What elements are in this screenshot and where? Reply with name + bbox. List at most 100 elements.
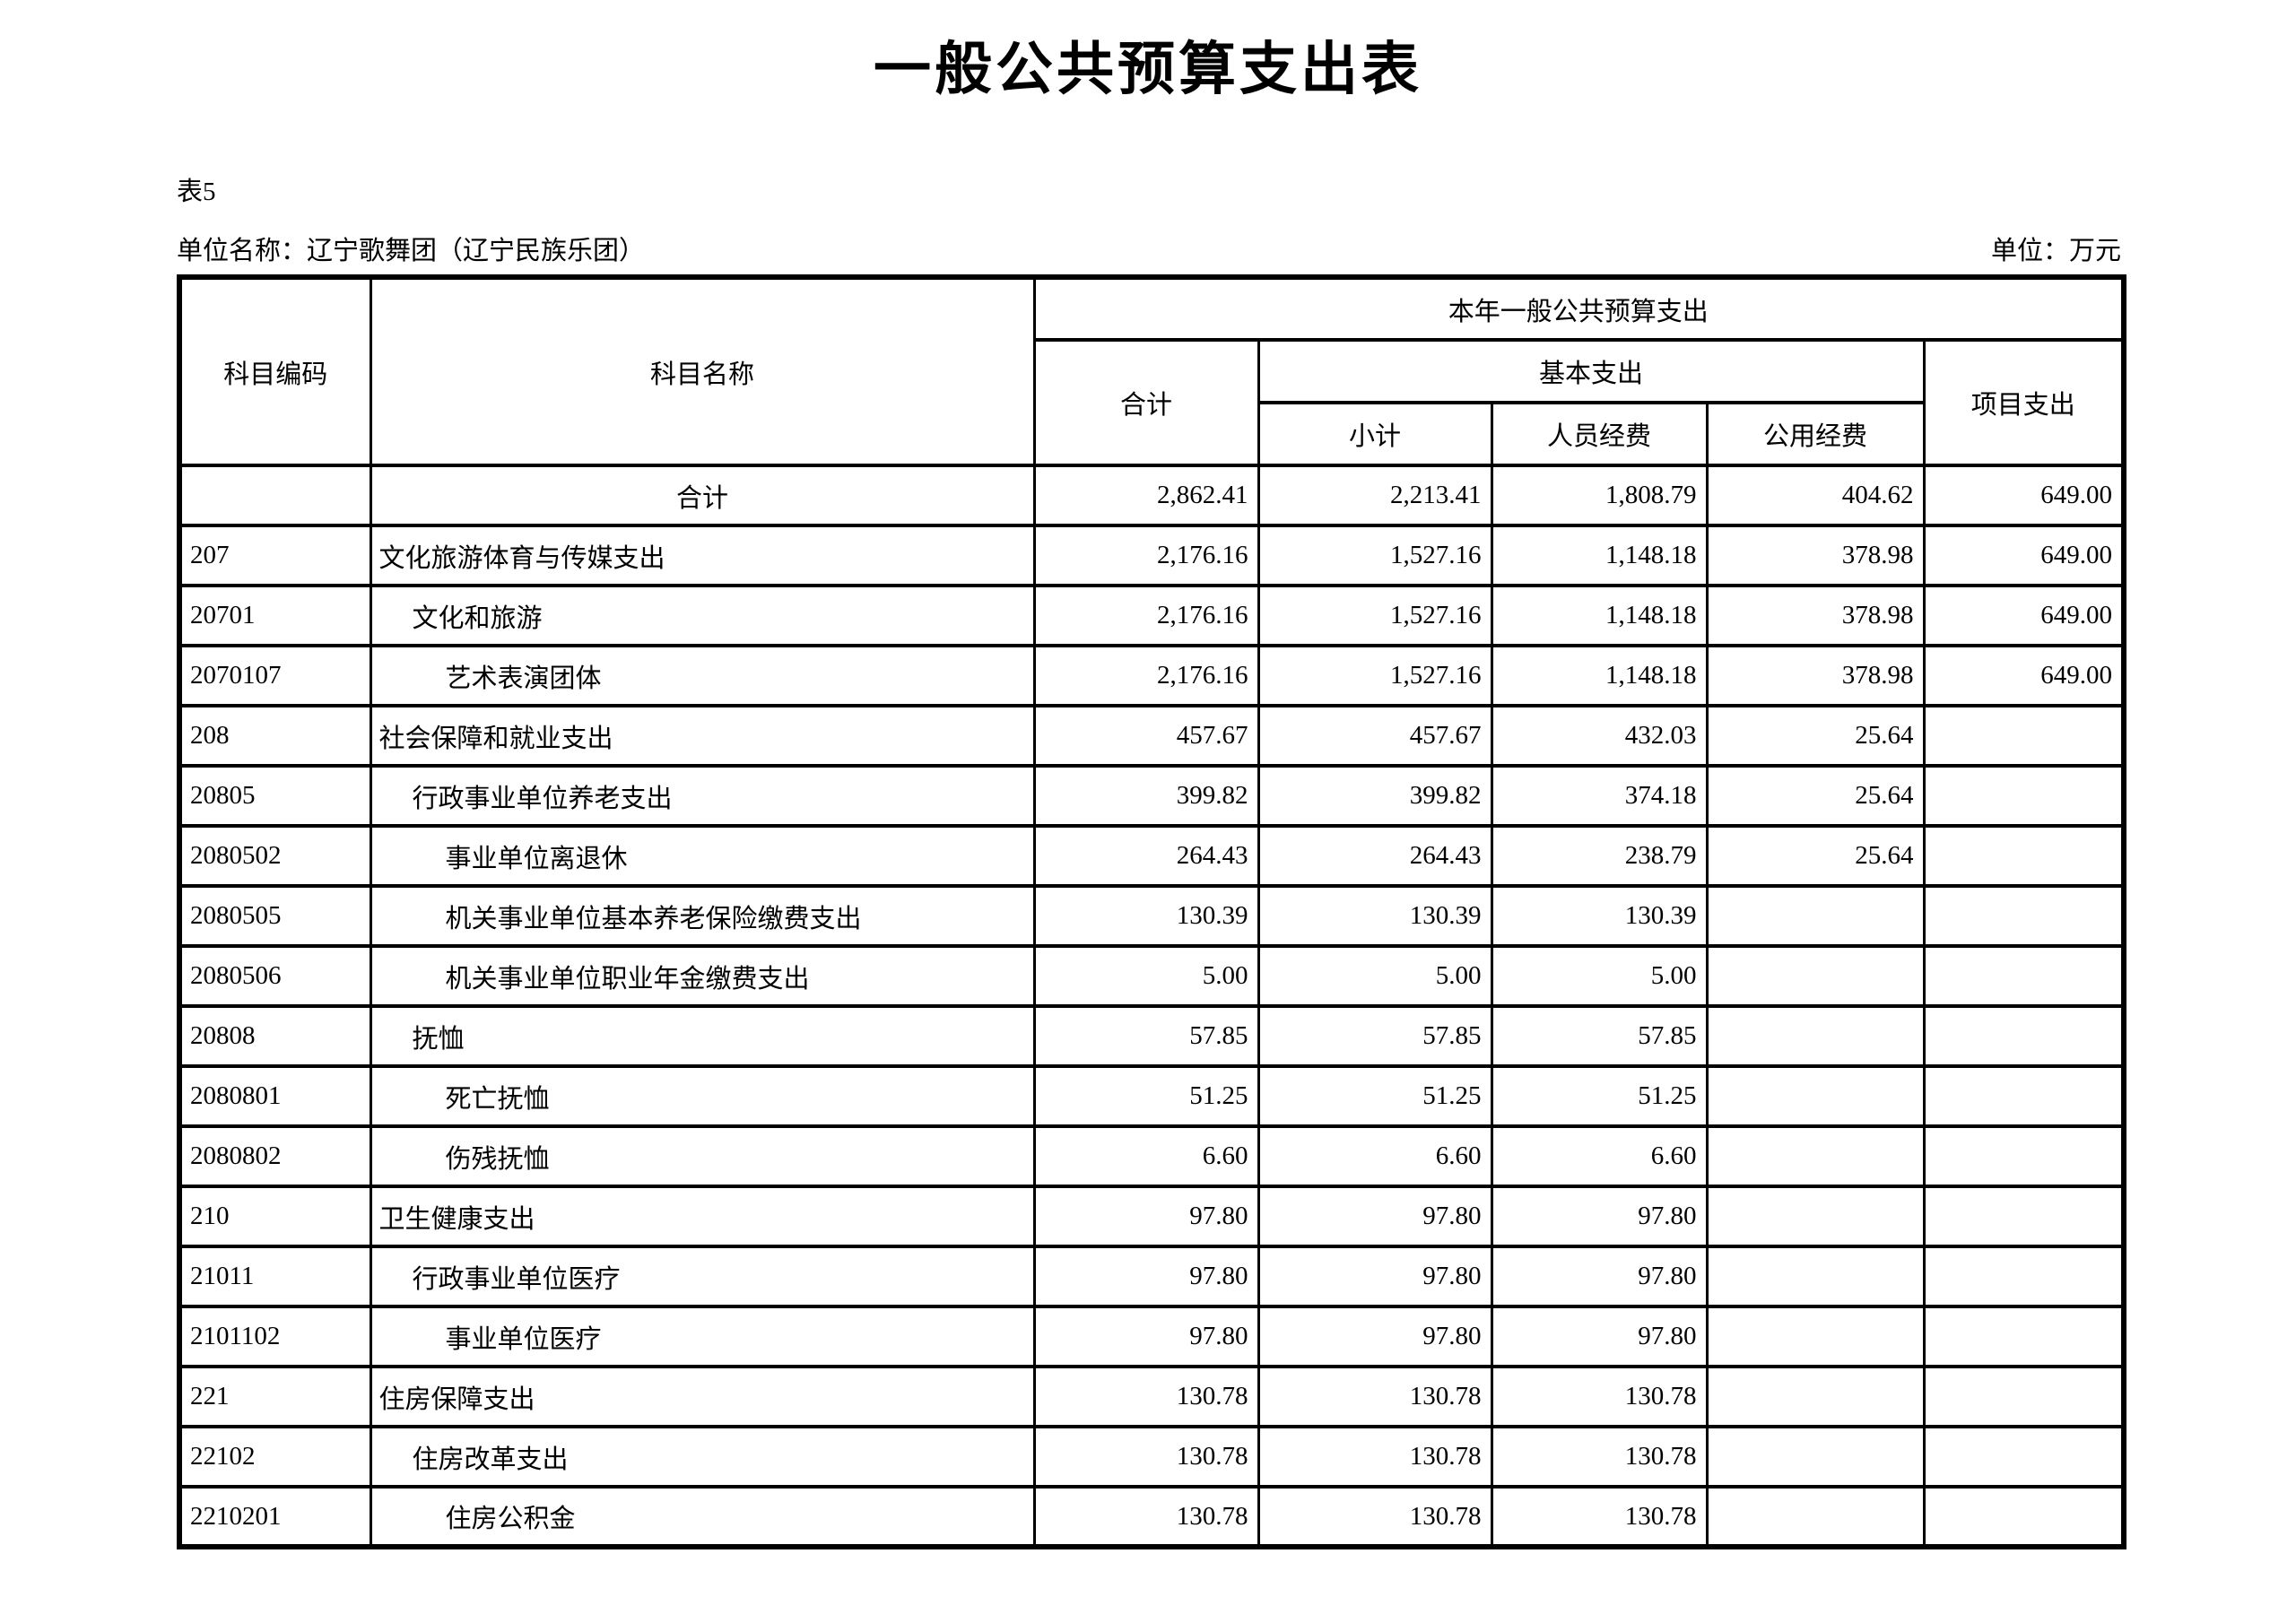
subject-code-cell: 210 — [178, 1185, 372, 1248]
value-cell — [1705, 1185, 1926, 1248]
table-row: 20805 行政事业单位养老支出 399.82 399.82 374.18 25.64 — [178, 764, 2126, 828]
header-row-3: 小计 人员经费 公用经费 — [179, 401, 2124, 467]
value-cell — [1922, 1185, 2126, 1248]
header-public-funds: 公用经费 — [1705, 401, 1926, 467]
value-cell: 2,176.16 — [1032, 644, 1260, 707]
table-row: 2080506 机关事业单位职业年金缴费支出 5.00 5.00 5.00 — [178, 944, 2126, 1008]
header-project-expenditure: 项目支出 — [1922, 338, 2126, 467]
subject-code-cell: 20805 — [178, 764, 372, 828]
header-subtotal: 小计 — [1257, 401, 1493, 467]
value-cell: 1,527.16 — [1257, 584, 1493, 647]
unit-name-label: 单位名称：辽宁歌舞团（辽宁民族乐团） — [177, 237, 646, 265]
value-cell: 649.00 — [1922, 524, 2126, 587]
value-cell: 432.03 — [1490, 704, 1709, 768]
value-cell: 1,148.18 — [1490, 584, 1709, 647]
value-cell: 5.00 — [1257, 944, 1493, 1008]
table-row: 2070107 艺术表演团体 2,176.16 1,527.16 1,148.18 378… — [178, 644, 2126, 707]
value-cell: 130.78 — [1490, 1365, 1709, 1428]
header-row-2: 合计 基本支出 项目支出 — [179, 338, 2126, 467]
header-basic-expenditure: 基本支出 — [1257, 338, 1926, 404]
table-row: 20701 文化和旅游 2,176.16 1,527.16 1,148.18 378.98… — [178, 584, 2126, 647]
value-cell: 649.00 — [1922, 584, 2126, 647]
value-cell: 97.80 — [1257, 1305, 1493, 1368]
value-cell — [1922, 1064, 2126, 1128]
subject-code-cell: 2210201 — [178, 1485, 372, 1549]
value-cell — [1922, 704, 2126, 768]
subject-name-cell: 文化和旅游 — [369, 584, 1036, 647]
value-cell — [1922, 1305, 2126, 1368]
table-row: 2080801 死亡抚恤 51.25 51.25 51.25 — [178, 1064, 2126, 1128]
value-cell: 457.67 — [1257, 704, 1493, 768]
subject-name-cell: 住房保障支出 — [369, 1365, 1036, 1428]
value-cell — [1922, 1485, 2126, 1549]
subject-code-cell: 20808 — [178, 1004, 372, 1068]
subject-name-cell: 伤残抚恤 — [369, 1124, 1036, 1188]
table-row: 2210201 住房公积金 130.78 130.78 130.78 — [178, 1485, 2126, 1549]
value-cell: 130.78 — [1032, 1485, 1260, 1549]
value-cell: 378.98 — [1705, 584, 1926, 647]
value-cell: 649.00 — [1922, 644, 2126, 707]
value-cell: 25.64 — [1705, 704, 1926, 768]
subject-name-cell: 艺术表演团体 — [369, 644, 1036, 707]
value-cell: 378.98 — [1705, 524, 1926, 587]
value-cell: 97.80 — [1257, 1185, 1493, 1248]
value-cell — [1705, 884, 1926, 948]
subject-name-cell: 事业单位离退休 — [369, 824, 1036, 888]
value-cell: 130.78 — [1032, 1365, 1260, 1428]
value-cell: 6.60 — [1490, 1124, 1709, 1188]
value-cell: 130.39 — [1032, 884, 1260, 948]
subject-code-cell: 20701 — [178, 584, 372, 647]
subject-name-cell: 住房改革支出 — [369, 1425, 1036, 1488]
value-cell: 25.64 — [1705, 824, 1926, 888]
subject-name-cell: 住房公积金 — [369, 1485, 1036, 1549]
value-cell — [1922, 824, 2126, 888]
subject-code-cell — [178, 464, 372, 527]
subject-code-cell: 2101102 — [178, 1305, 372, 1368]
sheet: 表5 单位名称：辽宁歌舞团（辽宁民族乐团） 单位：万元 科目编码 科目名称 本年… — [177, 170, 2127, 1549]
budget-table: 科目编码 科目名称 本年一般公共预算支出 合计 基本支出 项目支出 小计 人员经… — [177, 274, 2127, 1549]
value-cell: 51.25 — [1257, 1064, 1493, 1128]
header-row-1: 科目编码 科目名称 本年一般公共预算支出 — [178, 275, 2126, 467]
value-cell — [1922, 1004, 2126, 1068]
value-cell: 1,527.16 — [1257, 644, 1493, 707]
table-body: 合计 2,862.41 2,213.41 1,808.79 404.62 649.00 20… — [178, 464, 2126, 1549]
subject-code-cell: 2080801 — [178, 1064, 372, 1128]
subject-name-cell: 事业单位医疗 — [369, 1305, 1036, 1368]
value-cell: 97.80 — [1490, 1185, 1709, 1248]
subject-name-cell: 抚恤 — [369, 1004, 1036, 1068]
subject-code-cell: 2080802 — [178, 1124, 372, 1188]
table-row: 21011 行政事业单位医疗 97.80 97.80 97.80 — [178, 1245, 2126, 1308]
subject-code-cell: 221 — [178, 1365, 372, 1428]
table-row: 2080505 机关事业单位基本养老保险缴费支出 130.39 130.39 130.3… — [178, 884, 2126, 948]
value-cell: 374.18 — [1490, 764, 1709, 828]
value-cell — [1705, 1485, 1926, 1549]
value-cell: 457.67 — [1032, 704, 1260, 768]
value-cell: 57.85 — [1032, 1004, 1260, 1068]
value-cell: 51.25 — [1490, 1064, 1709, 1128]
value-cell — [1922, 1245, 2126, 1308]
table-header: 科目编码 科目名称 本年一般公共预算支出 合计 基本支出 项目支出 小计 人员经… — [178, 275, 2126, 467]
subject-code-cell: 21011 — [178, 1245, 372, 1308]
subject-name-cell: 行政事业单位医疗 — [369, 1245, 1036, 1308]
value-cell: 399.82 — [1257, 764, 1493, 828]
header-subject-code: 科目编码 — [178, 275, 372, 467]
value-cell — [1705, 944, 1926, 1008]
value-cell: 399.82 — [1032, 764, 1260, 828]
value-cell: 130.78 — [1490, 1485, 1709, 1549]
value-cell: 5.00 — [1490, 944, 1709, 1008]
unit-of-measure-label: 单位：万元 — [1990, 237, 2121, 265]
subject-code-cell: 2080502 — [178, 824, 372, 888]
value-cell — [1705, 1124, 1926, 1188]
value-cell: 2,862.41 — [1032, 464, 1260, 527]
value-cell: 57.85 — [1257, 1004, 1493, 1068]
value-cell: 5.00 — [1032, 944, 1260, 1008]
value-cell: 264.43 — [1032, 824, 1260, 888]
value-cell — [1922, 1124, 2126, 1188]
value-cell: 130.78 — [1257, 1425, 1493, 1488]
subject-name-cell: 死亡抚恤 — [369, 1064, 1036, 1128]
table-row: 221 住房保障支出 130.78 130.78 130.78 — [178, 1365, 2126, 1428]
subject-code-cell: 2080506 — [178, 944, 372, 1008]
value-cell: 2,176.16 — [1032, 524, 1260, 587]
value-cell: 130.39 — [1490, 884, 1709, 948]
value-cell: 1,148.18 — [1490, 524, 1709, 587]
